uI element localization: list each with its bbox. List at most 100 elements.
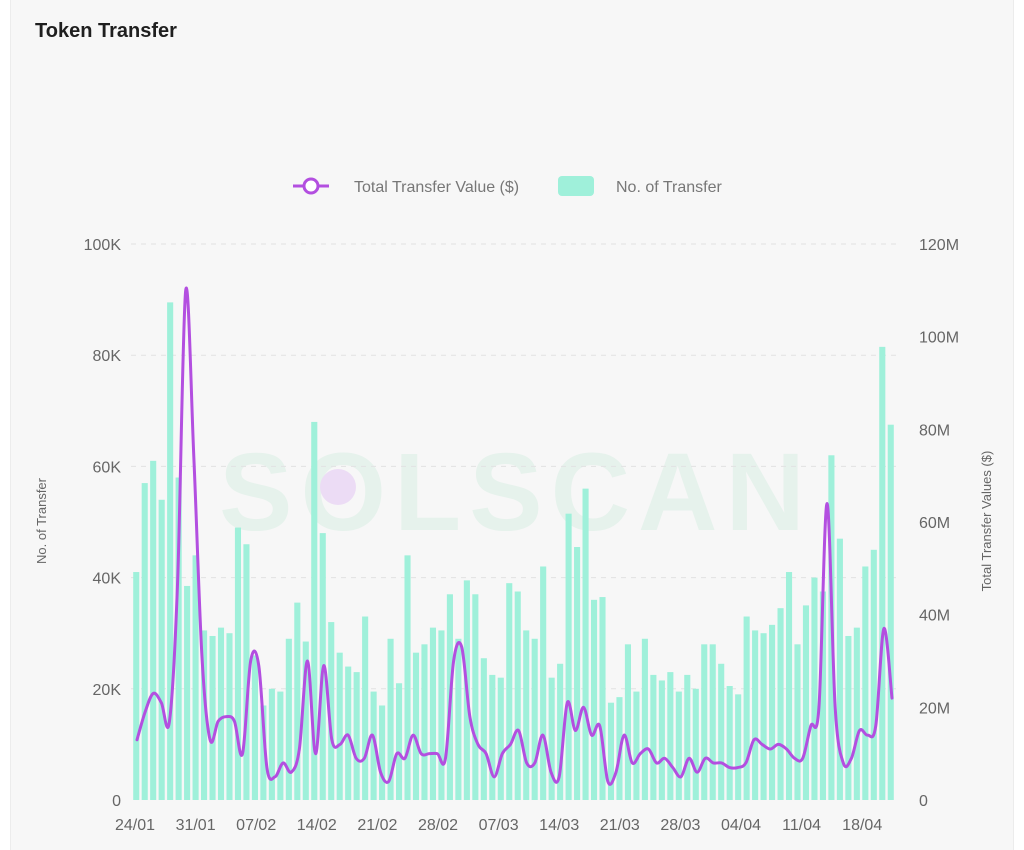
bar	[870, 549, 877, 800]
token-transfer-card: Token Transfer SOLSCAN Total Transfer Va…	[10, 0, 1014, 850]
bar	[879, 346, 886, 800]
bar	[514, 591, 521, 800]
bar	[268, 688, 275, 800]
bar	[760, 633, 767, 800]
bar	[599, 597, 606, 800]
bar	[353, 672, 360, 800]
legend-line-marker-icon	[302, 177, 320, 195]
bar	[277, 691, 284, 800]
x-tick-label: 07/03	[479, 817, 519, 834]
legend-item-bar[interactable]: No. of Transfer	[558, 176, 722, 196]
bar	[311, 421, 318, 800]
bar	[412, 652, 420, 800]
right-tick-label: 120M	[919, 237, 959, 254]
bar	[396, 683, 403, 800]
bar	[438, 630, 445, 800]
x-tick-label: 28/03	[660, 817, 700, 834]
bar	[480, 658, 487, 800]
bar	[302, 641, 309, 800]
bar	[862, 566, 869, 800]
bar	[192, 555, 199, 800]
left-axis-title: No. of Transfer	[34, 477, 49, 564]
left-tick-label: 100K	[84, 237, 122, 254]
bar	[836, 538, 843, 800]
bar	[251, 655, 258, 800]
bar	[794, 644, 801, 800]
bar	[345, 666, 352, 800]
bar	[243, 544, 250, 800]
bar	[455, 638, 462, 800]
legend-bar-swatch	[558, 176, 594, 196]
bar	[336, 652, 343, 800]
bar	[709, 644, 716, 800]
bar	[379, 705, 386, 800]
bar	[752, 630, 759, 800]
bar	[726, 686, 733, 800]
bar	[633, 691, 640, 800]
bar	[167, 302, 174, 800]
bar	[887, 424, 894, 800]
right-tick-label: 20M	[919, 700, 950, 717]
bar	[811, 577, 818, 800]
bar	[531, 638, 538, 800]
bar	[421, 644, 428, 800]
bar	[574, 547, 581, 800]
bar	[506, 583, 513, 800]
bar	[209, 635, 216, 800]
bar	[523, 630, 530, 800]
bar	[701, 644, 708, 800]
bar	[234, 527, 242, 800]
left-tick-label: 80K	[93, 348, 122, 365]
left-tick-label: 0	[112, 793, 121, 810]
bar	[285, 638, 292, 800]
bar	[548, 677, 555, 800]
bar	[624, 644, 631, 800]
left-tick-label: 20K	[93, 682, 122, 699]
left-tick-label: 40K	[93, 571, 122, 588]
x-tick-label: 11/04	[782, 817, 821, 834]
line-series-total-transfer-value	[135, 286, 894, 786]
bar	[141, 483, 148, 800]
bar	[158, 499, 165, 800]
bar	[718, 663, 725, 800]
x-tick-label: 18/04	[842, 817, 882, 834]
bar	[150, 460, 157, 800]
right-tick-label: 80M	[919, 422, 950, 439]
watermark-text: SOLSCAN	[219, 431, 813, 554]
bar	[294, 602, 301, 800]
bar	[582, 488, 589, 800]
bar	[667, 672, 674, 800]
bar	[845, 635, 852, 800]
bar	[260, 705, 267, 800]
bar	[853, 627, 860, 800]
legend[interactable]: Total Transfer Value ($) No. of Transfer	[293, 176, 722, 196]
bar	[777, 608, 784, 800]
bar	[328, 622, 335, 800]
x-tick-label: 31/01	[176, 817, 216, 834]
gridlines	[131, 243, 896, 690]
legend-line-label: Total Transfer Value ($)	[354, 179, 519, 196]
bar	[785, 572, 793, 800]
bar	[370, 691, 377, 800]
bar	[802, 605, 810, 800]
bar	[565, 513, 572, 800]
x-tick-label: 21/03	[600, 817, 640, 834]
legend-bar-label: No. of Transfer	[616, 179, 722, 196]
x-tick-label: 24/01	[115, 817, 155, 834]
legend-item-line[interactable]: Total Transfer Value ($)	[293, 177, 519, 196]
x-tick-label: 21/02	[357, 817, 397, 834]
right-tick-label: 0	[919, 793, 928, 810]
bar	[769, 624, 776, 800]
bar	[201, 630, 208, 800]
left-tick-label: 60K	[93, 459, 122, 476]
watermark-dot	[320, 469, 356, 505]
bar	[497, 677, 504, 800]
right-tick-label: 40M	[919, 608, 950, 625]
x-axis-ticks: 24/01 31/01 07/02 14/02 21/02 28/02 07/03 14/03…	[115, 817, 882, 834]
bar	[650, 674, 657, 800]
card-title: Token Transfer	[35, 20, 177, 42]
bar	[590, 599, 598, 800]
bar	[607, 702, 615, 800]
watermark: SOLSCAN	[219, 431, 813, 554]
bar	[472, 594, 479, 800]
